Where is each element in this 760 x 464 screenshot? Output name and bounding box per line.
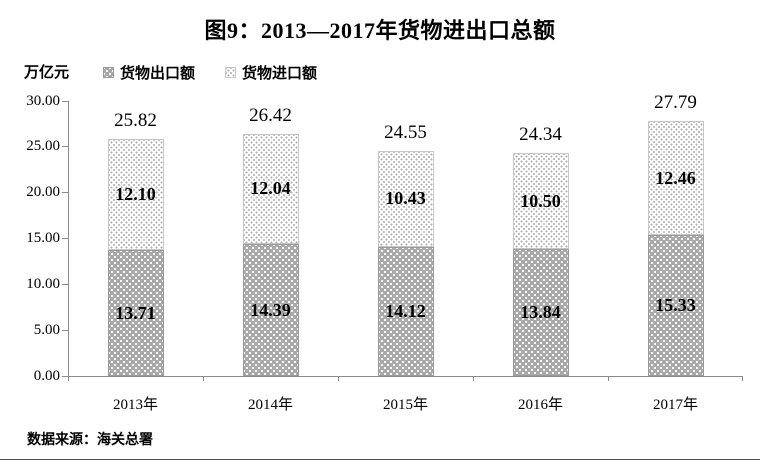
x-axis-tick: [473, 376, 474, 381]
y-axis-tick: [62, 192, 68, 194]
import-value-label: 12.46: [655, 167, 696, 188]
total-value-label: 25.82: [114, 110, 157, 132]
y-axis-tick-label: 0.00: [33, 367, 60, 384]
x-axis-tick: [608, 376, 609, 381]
chart-title: 图9：2013—2017年货物进出口总额: [204, 18, 556, 43]
data-source-note: 数据来源：海关总署: [27, 431, 153, 447]
total-value-label: 24.55: [384, 121, 427, 143]
y-axis-tick: [62, 146, 68, 148]
import-segment: 12.10: [107, 139, 164, 251]
x-axis-tick: [742, 376, 743, 381]
x-axis-category-label: 2017年: [652, 397, 698, 413]
x-axis-category-label: 2016年: [517, 397, 563, 413]
y-axis-tick: [62, 329, 68, 331]
x-axis-tick: [338, 376, 339, 381]
import-pattern-swatch-icon: [225, 67, 237, 78]
import-value-label: 12.04: [250, 178, 291, 199]
import-segment: 12.46: [647, 121, 704, 236]
import-value-label: 10.50: [520, 190, 561, 211]
y-axis-tick-label: 10.00: [26, 275, 60, 292]
legend-export-label: 货物出口额: [120, 65, 196, 82]
import-value-label: 10.43: [385, 188, 426, 209]
stacked-bar-2014年: 14.39 12.04: [242, 133, 299, 376]
y-axis-tick-label: 5.00: [33, 321, 60, 338]
stacked-bar-2016年: 13.84 10.50: [512, 152, 569, 376]
stacked-bar-2013年: 13.71 12.10: [107, 139, 164, 376]
x-axis-tick: [68, 376, 69, 381]
import-segment: 12.04: [242, 133, 299, 245]
x-axis-tick: [203, 376, 204, 381]
stacked-bar-2017年: 15.33 12.46: [647, 121, 704, 376]
y-axis-tick-label: 15.00: [26, 230, 60, 246]
y-axis-tick: [62, 238, 68, 239]
y-axis-tick-label: 30.00: [26, 92, 60, 109]
export-value-label: 15.33: [655, 295, 696, 316]
y-axis-tick-label: 20.00: [26, 184, 60, 201]
y-axis-tick: [62, 100, 68, 102]
legend-item-export: 货物出口额: [103, 62, 195, 83]
import-value-label: 12.10: [115, 184, 156, 205]
import-segment: 10.43: [377, 150, 434, 247]
x-axis-line: [68, 376, 743, 377]
import-segment: 10.50: [512, 152, 569, 250]
legend-item-import: 货物进口额: [225, 62, 317, 83]
x-axis-category-label: 2014年: [247, 397, 293, 413]
export-value-label: 13.71: [115, 302, 156, 323]
export-segment: 14.12: [377, 246, 434, 376]
y-axis-tick-label: 25.00: [26, 138, 60, 155]
export-pattern-swatch-icon: [103, 67, 114, 78]
x-axis-category-label: 2013年: [112, 397, 158, 413]
export-value-label: 14.12: [385, 300, 426, 321]
y-axis-line: [68, 101, 69, 376]
export-segment: 15.33: [647, 235, 704, 376]
total-value-label: 27.79: [654, 92, 697, 114]
legend-import-label: 货物进口额: [242, 65, 318, 82]
bottom-divider: [0, 459, 760, 460]
export-value-label: 14.39: [250, 299, 291, 320]
plot-area: 0.00 5.00 10.00 15.00 20.00 25.00 30.00 13.71 12…: [26, 92, 743, 413]
total-value-label: 24.34: [519, 123, 562, 145]
y-axis-tick: [62, 375, 68, 377]
export-segment: 13.71: [107, 250, 164, 376]
y-axis-tick: [62, 283, 68, 285]
export-value-label: 13.84: [520, 302, 561, 323]
x-axis-category-label: 2015年: [382, 397, 428, 413]
total-value-label: 26.42: [249, 104, 292, 126]
stacked-bar-2015年: 14.12 10.43: [377, 150, 434, 376]
legend: 货物出口额 货物进口额: [103, 62, 317, 83]
export-segment: 14.39: [242, 244, 299, 376]
y-axis-unit-label: 万亿元: [24, 64, 70, 81]
export-segment: 13.84: [512, 249, 569, 376]
